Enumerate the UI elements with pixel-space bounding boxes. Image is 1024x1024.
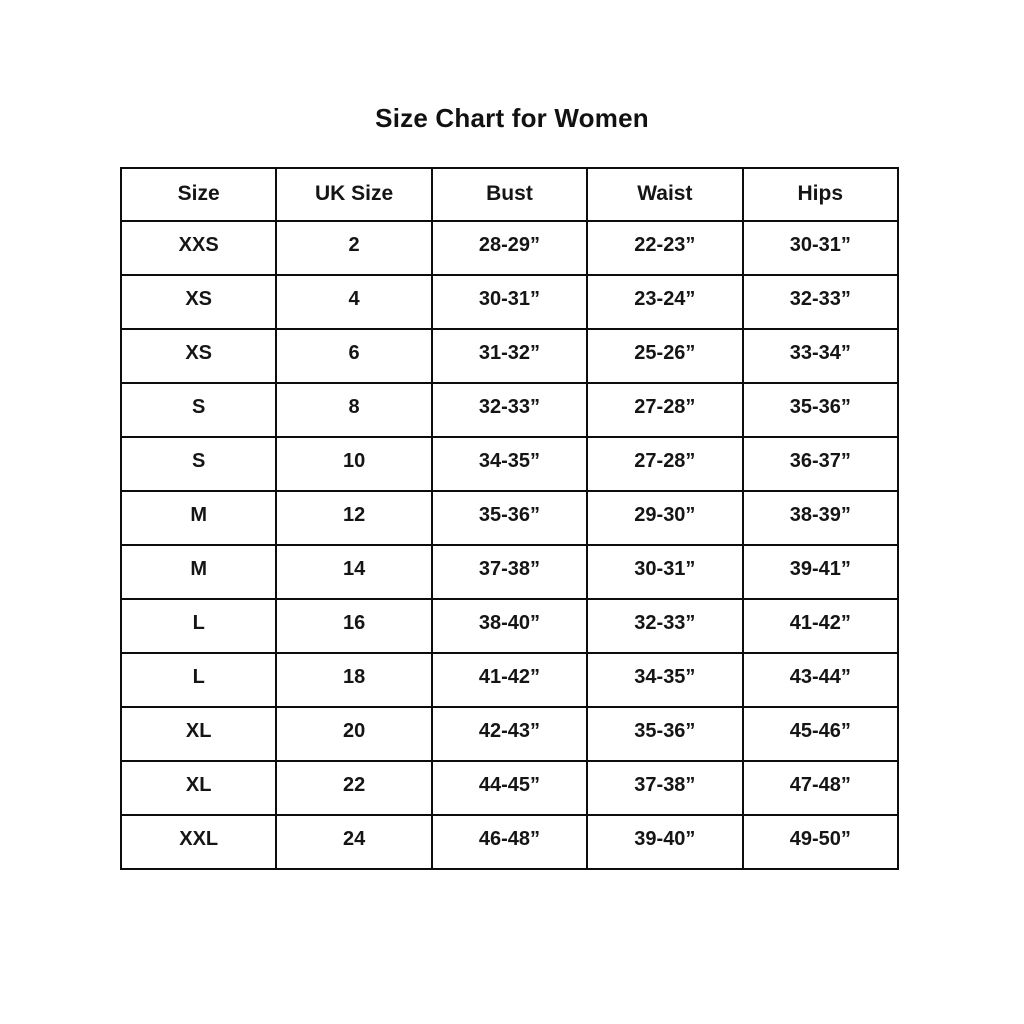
table-row: M 12 35-36” 29-30” 38-39” — [119, 490, 900, 546]
column-header: Waist — [586, 167, 744, 222]
table-cell: 30-31” — [586, 544, 744, 600]
table-cell: 46-48” — [430, 814, 589, 870]
table-cell: 10 — [275, 436, 433, 492]
table-cell: 41-42” — [430, 652, 589, 708]
table-cell: 12 — [275, 490, 433, 546]
size-chart-table: Size UK Size Bust Waist Hips XXS 2 28-29” 22-23… — [119, 167, 900, 870]
table-cell: XS — [119, 328, 278, 384]
table-row: XL 22 44-45” 37-38” 47-48” — [119, 760, 900, 816]
table-cell: 28-29” — [430, 220, 589, 276]
table-cell: 47-48” — [741, 760, 900, 816]
table-cell: XXS — [119, 220, 278, 276]
table-cell: 4 — [275, 274, 433, 330]
table-cell: 43-44” — [741, 652, 900, 708]
table-cell: 38-40” — [430, 598, 589, 654]
table-row: M 14 37-38” 30-31” 39-41” — [119, 544, 900, 600]
table-cell: S — [119, 436, 278, 492]
table-row: S 10 34-35” 27-28” 36-37” — [119, 436, 900, 492]
table-cell: 32-33” — [586, 598, 744, 654]
table-cell: 6 — [275, 328, 433, 384]
table-cell: 34-35” — [430, 436, 589, 492]
table-header: Size UK Size Bust Waist Hips — [119, 167, 900, 222]
table-row: XXL 24 46-48” 39-40” 49-50” — [119, 814, 900, 870]
header-row: Size UK Size Bust Waist Hips — [119, 167, 900, 222]
table-cell: 30-31” — [741, 220, 900, 276]
table-cell: 25-26” — [586, 328, 744, 384]
table-cell: 42-43” — [430, 706, 589, 762]
table-row: S 8 32-33” 27-28” 35-36” — [119, 382, 900, 438]
page-title: Size Chart for Women — [375, 103, 649, 133]
table-cell: 22-23” — [586, 220, 744, 276]
table-cell: 35-36” — [586, 706, 744, 762]
table-cell: 39-41” — [741, 544, 900, 600]
table-row: L 16 38-40” 32-33” 41-42” — [119, 598, 900, 654]
table-cell: 37-38” — [430, 544, 589, 600]
table-row: XXS 2 28-29” 22-23” 30-31” — [119, 220, 900, 276]
column-header: Bust — [430, 167, 589, 222]
table-cell: XL — [119, 706, 278, 762]
column-header: UK Size — [275, 167, 433, 222]
table-cell: 33-34” — [741, 328, 900, 384]
table-row: XS 4 30-31” 23-24” 32-33” — [119, 274, 900, 330]
table-cell: L — [119, 652, 278, 708]
table-cell: M — [119, 490, 278, 546]
table-cell: L — [119, 598, 278, 654]
table-cell: 45-46” — [741, 706, 900, 762]
table-cell: 30-31” — [430, 274, 589, 330]
table-cell: 31-32” — [430, 328, 589, 384]
table-cell: 27-28” — [586, 436, 744, 492]
column-header: Hips — [741, 167, 900, 222]
table-cell: 29-30” — [586, 490, 744, 546]
table-cell: 8 — [275, 382, 433, 438]
table-cell: 38-39” — [741, 490, 900, 546]
table-cell: 22 — [275, 760, 433, 816]
table-cell: XS — [119, 274, 278, 330]
table-cell: 16 — [275, 598, 433, 654]
table-cell: 23-24” — [586, 274, 744, 330]
table-row: XS 6 31-32” 25-26” 33-34” — [119, 328, 900, 384]
column-header: Size — [119, 167, 278, 222]
table-cell: 37-38” — [586, 760, 744, 816]
table-cell: 32-33” — [430, 382, 589, 438]
table-body: XXS 2 28-29” 22-23” 30-31” XS 4 30-31” 23-24” 32-… — [119, 220, 900, 870]
table-cell: 49-50” — [741, 814, 900, 870]
table-cell: 44-45” — [430, 760, 589, 816]
table-cell: 24 — [275, 814, 433, 870]
table-cell: 18 — [275, 652, 433, 708]
table-row: L 18 41-42” 34-35” 43-44” — [119, 652, 900, 708]
table-row: XL 20 42-43” 35-36” 45-46” — [119, 706, 900, 762]
table-cell: XL — [119, 760, 278, 816]
table-cell: 35-36” — [430, 490, 589, 546]
table-cell: 35-36” — [741, 382, 900, 438]
table-cell: 41-42” — [741, 598, 900, 654]
table-cell: XXL — [119, 814, 278, 870]
table-cell: M — [119, 544, 278, 600]
table-cell: S — [119, 382, 278, 438]
table-cell: 20 — [275, 706, 433, 762]
table-cell: 32-33” — [741, 274, 900, 330]
table-cell: 34-35” — [586, 652, 744, 708]
table-cell: 27-28” — [586, 382, 744, 438]
table-cell: 14 — [275, 544, 433, 600]
table-cell: 36-37” — [741, 436, 900, 492]
table-cell: 39-40” — [586, 814, 744, 870]
table-cell: 2 — [275, 220, 433, 276]
